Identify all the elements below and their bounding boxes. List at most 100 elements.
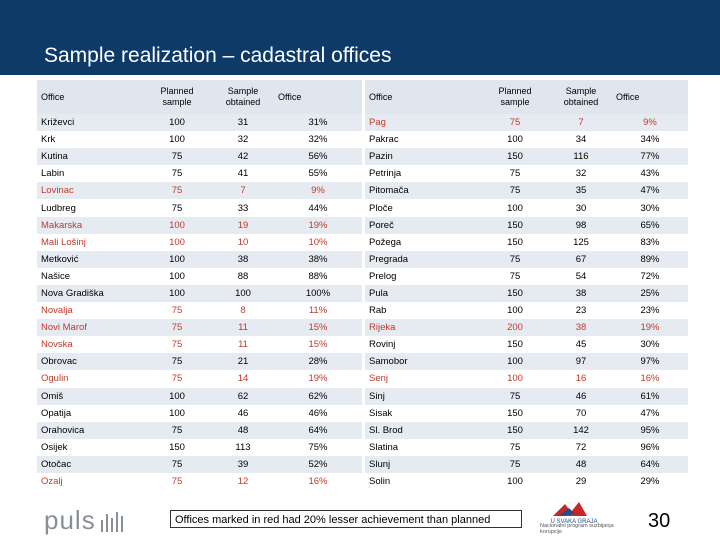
- cell-office: Solin: [365, 472, 480, 491]
- cell-obtained: 21: [212, 353, 274, 371]
- cell-pct: 19%: [274, 216, 362, 234]
- cell-obtained: 11: [212, 336, 274, 354]
- cell-office: Senj: [365, 370, 480, 388]
- cell-obtained: 48: [550, 455, 612, 473]
- cell-pct: 10%: [274, 233, 362, 251]
- table-row: Sisak 150 70 47%: [365, 404, 688, 422]
- cell-obtained: 14: [212, 370, 274, 388]
- cell-pct: 9%: [612, 114, 688, 132]
- cell-planned: 100: [142, 284, 212, 303]
- cell-office: Pregrada: [365, 250, 480, 268]
- cell-pct: 38%: [274, 250, 362, 268]
- cell-planned: 75: [142, 370, 212, 388]
- cell-pct: 30%: [612, 336, 688, 354]
- cell-planned: 150: [480, 216, 550, 234]
- table-row: Sinj 75 46 61%: [365, 387, 688, 405]
- cell-obtained: 46: [550, 387, 612, 405]
- cell-office: Nova Gradiška: [37, 284, 142, 303]
- cell-office: Pitomača: [365, 182, 480, 200]
- cell-pct: 16%: [612, 370, 688, 388]
- cell-planned: 75: [142, 165, 212, 183]
- puls-logo: puls: [44, 505, 126, 536]
- table-row: Obrovac 75 21 28%: [37, 353, 362, 371]
- cell-obtained: 38: [212, 250, 274, 268]
- table-row: Petrinja 75 32 43%: [365, 165, 688, 183]
- cell-obtained: 16: [550, 370, 612, 388]
- cell-obtained: 7: [212, 182, 274, 200]
- cell-office: Ludbreg: [37, 199, 142, 217]
- cell-planned: 75: [480, 165, 550, 183]
- cell-office: Petrinja: [365, 165, 480, 183]
- cell-office: Slunj: [365, 455, 480, 473]
- table-row: Makarska 100 19 19%: [37, 216, 362, 234]
- cell-pct: 75%: [274, 438, 362, 456]
- cell-obtained: 42: [212, 148, 274, 166]
- table-row: Poreč 150 98 65%: [365, 216, 688, 234]
- table-row: Pakrac 100 34 34%: [365, 131, 688, 149]
- cell-obtained: 67: [550, 250, 612, 268]
- cell-pct: 28%: [274, 353, 362, 371]
- cell-pct: 97%: [612, 353, 688, 371]
- sponsor-name: U SVAKA GRAJA: [551, 519, 598, 525]
- table-row: Opatija 100 46 46%: [37, 404, 362, 422]
- cell-office: Rab: [365, 302, 480, 320]
- cell-planned: 75: [480, 387, 550, 405]
- cell-obtained: 7: [550, 114, 612, 132]
- cell-planned: 75: [142, 302, 212, 320]
- cell-planned: 100: [142, 404, 212, 422]
- cell-pct: 52%: [274, 455, 362, 473]
- col-header-pct: Office: [274, 80, 362, 114]
- cell-office: Sinj: [365, 387, 480, 405]
- table-row: Požega 150 125 83%: [365, 233, 688, 251]
- cell-pct: 15%: [274, 336, 362, 354]
- table-row: Novi Marof 75 11 15%: [37, 319, 362, 337]
- table-row: Orahovica 75 48 64%: [37, 421, 362, 439]
- cell-office: Novska: [37, 336, 142, 354]
- cell-pct: 19%: [612, 319, 688, 337]
- table-row: Rijeka 200 38 19%: [365, 319, 688, 337]
- cell-pct: 29%: [612, 472, 688, 491]
- cell-office: Mali Lošinj: [37, 233, 142, 251]
- table-header-row: Office Planned sample Sample obtained Of…: [37, 80, 362, 114]
- table-row: Otočac 75 39 52%: [37, 455, 362, 473]
- cell-planned: 75: [142, 353, 212, 371]
- offices-table-right: Office Planned sample Sample obtained Of…: [365, 80, 688, 491]
- cell-planned: 100: [480, 353, 550, 371]
- cell-obtained: 98: [550, 216, 612, 234]
- cell-office: Opatija: [37, 404, 142, 422]
- cell-obtained: 38: [550, 284, 612, 303]
- cell-pct: 89%: [612, 250, 688, 268]
- cell-planned: 150: [480, 421, 550, 439]
- logo-text: puls: [44, 505, 96, 535]
- page-number: 30: [648, 510, 671, 532]
- cell-office: Obrovac: [37, 353, 142, 371]
- cell-pct: 55%: [274, 165, 362, 183]
- cell-pct: 9%: [274, 182, 362, 200]
- cell-obtained: 116: [550, 148, 612, 166]
- cell-pct: 77%: [612, 148, 688, 166]
- cell-pct: 100%: [274, 284, 362, 303]
- cell-office: Ogulin: [37, 370, 142, 388]
- table-row: Novska 75 11 15%: [37, 336, 362, 354]
- table-header-row: Office Planned sample Sample obtained Of…: [365, 80, 688, 114]
- col-header-pct: Office: [612, 80, 688, 114]
- table-row: Našice 100 88 88%: [37, 267, 362, 285]
- cell-planned: 150: [142, 438, 212, 456]
- table-row: Pula 150 38 25%: [365, 284, 688, 303]
- table-row: Lovinac 75 7 9%: [37, 182, 362, 200]
- cell-obtained: 12: [212, 472, 274, 491]
- cell-planned: 75: [142, 199, 212, 217]
- col-header-obtained: Sample obtained: [212, 80, 274, 114]
- cell-office: Križevci: [37, 114, 142, 132]
- table-row: Križevci 100 31 31%: [37, 114, 362, 132]
- col-header-office: Office: [37, 80, 142, 114]
- cell-pct: 31%: [274, 114, 362, 132]
- col-header-obtained: Sample obtained: [550, 80, 612, 114]
- cell-obtained: 62: [212, 387, 274, 405]
- cell-planned: 100: [480, 199, 550, 217]
- cell-pct: 32%: [274, 131, 362, 149]
- table-row: Metković 100 38 38%: [37, 250, 362, 268]
- cell-pct: 64%: [274, 421, 362, 439]
- cell-obtained: 88: [212, 267, 274, 285]
- cell-obtained: 100: [212, 284, 274, 303]
